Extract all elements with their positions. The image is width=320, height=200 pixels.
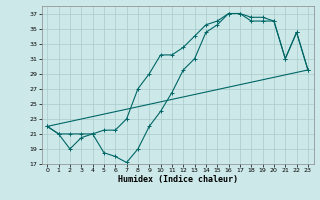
X-axis label: Humidex (Indice chaleur): Humidex (Indice chaleur) xyxy=(118,175,237,184)
